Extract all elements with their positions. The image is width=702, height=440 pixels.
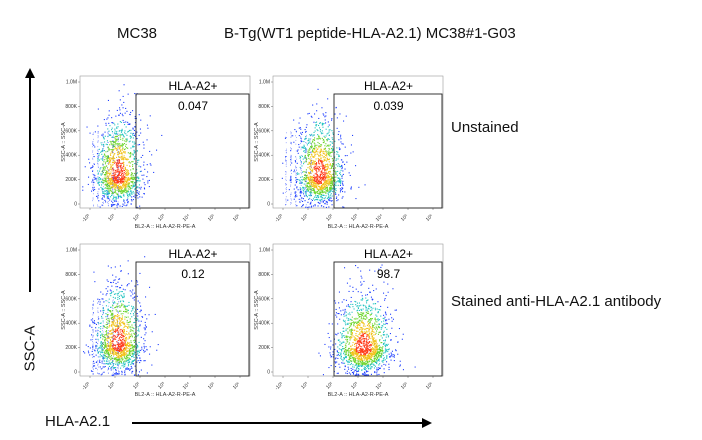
y-tick-label: 600K <box>258 128 270 134</box>
event-cloud <box>83 256 159 377</box>
x-tick-label: 10⁵ <box>400 381 410 391</box>
x-tick-label: 10³ <box>157 381 167 391</box>
flow-plot-svg: 1.0M 800K 600K 400K 200K 0 -10³ 10³ 10² 10³ 10⁴ 10⁵… <box>254 75 444 230</box>
x-tick-label: 10³ <box>300 213 310 223</box>
y-tick-label: 1.0M <box>66 248 77 254</box>
flow-panel: 1.0M 800K 600K 400K 200K 0 -10³ 10³ 10² 10³ 10⁴ 10⁵… <box>253 72 448 232</box>
x-axis-arrow <box>132 418 432 428</box>
flow-panel: 1.0M 800K 600K 400K 200K 0 -10³ 10³ 10² 10³ 10⁴ 10⁵… <box>60 240 255 400</box>
y-tick-label: 200K <box>258 345 270 351</box>
x-tick-label: 10² <box>132 381 142 391</box>
y-tick-label: 0 <box>74 370 77 376</box>
y-tick-label: 600K <box>65 128 77 134</box>
gate-box <box>333 93 443 209</box>
x-tick-label: 10² <box>132 213 142 223</box>
panel-y-label: SSC-A :: SSC-A <box>254 290 260 330</box>
x-tick-label: -10³ <box>81 381 92 392</box>
y-axis-title: SSC-A <box>21 325 39 372</box>
row-label-unstained: Unstained <box>451 119 519 136</box>
x-axis-title: HLA-A2.1 <box>45 413 111 430</box>
x-tick-label: 10³ <box>107 213 117 223</box>
x-tick-label: -10³ <box>274 381 285 392</box>
event-cloud <box>281 88 366 208</box>
column-header-mc38: MC38 <box>117 25 158 42</box>
gate-percent-label: 0.039 <box>373 99 403 113</box>
gate-name-label: HLA-A2+ <box>364 79 413 93</box>
flow-plot-svg: 1.0M 800K 600K 400K 200K 0 -10³ 10³ 10² 10³ 10⁴ 10⁵… <box>61 75 251 230</box>
plot-frame <box>272 75 444 209</box>
flow-panel: 1.0M 800K 600K 400K 200K 0 -10³ 10³ 10² 10³ 10⁴ 10⁵… <box>253 240 448 400</box>
y-tick-label: 200K <box>65 345 77 351</box>
gate-percent-label: 0.12 <box>181 267 205 281</box>
x-tick-label: -10³ <box>81 213 92 224</box>
y-tick-label: 0 <box>74 202 77 208</box>
y-tick-label: 600K <box>65 296 77 302</box>
y-tick-label: 1.0M <box>66 80 77 86</box>
plot-frame <box>79 75 251 209</box>
x-tick-label: 10⁶ <box>232 381 242 391</box>
x-tick-label: 10² <box>325 381 335 391</box>
y-tick-label: 400K <box>65 153 77 159</box>
x-tick-label: 10⁶ <box>232 213 242 223</box>
x-tick-label: 10³ <box>157 213 167 223</box>
y-tick-label: 600K <box>258 296 270 302</box>
flow-plot-svg: 1.0M 800K 600K 400K 200K 0 -10³ 10³ 10² 10³ 10⁴ 10⁵… <box>254 243 444 398</box>
y-tick-label: 0 <box>267 370 270 376</box>
y-tick-label: 800K <box>258 104 270 110</box>
gate-percent-label: 0.047 <box>178 99 208 113</box>
row-label-stained: Stained anti-HLA-A2.1 antibody <box>451 293 662 310</box>
panel-x-label: BL2-A :: HLA-A2-R-PE-A <box>135 392 196 398</box>
y-tick-label: 1.0M <box>259 248 270 254</box>
y-axis-arrow <box>25 68 35 292</box>
x-tick-label: 10³ <box>300 381 310 391</box>
y-tick-label: 400K <box>65 321 77 327</box>
gate-box <box>135 93 250 209</box>
x-tick-label: 10⁶ <box>425 381 435 391</box>
y-tick-label: 800K <box>65 272 77 278</box>
y-tick-label: 400K <box>258 321 270 327</box>
y-tick-label: 0 <box>267 202 270 208</box>
panel-y-label: SSC-A :: SSC-A <box>61 122 67 162</box>
x-tick-label: 10⁴ <box>182 213 192 223</box>
panel-x-label: BL2-A :: HLA-A2-R-PE-A <box>328 224 389 230</box>
x-tick-label: 10² <box>325 213 335 223</box>
panel-y-label: SSC-A :: SSC-A <box>254 122 260 162</box>
x-tick-label: 10⁶ <box>425 213 435 223</box>
gate-box <box>135 261 250 377</box>
x-tick-label: 10³ <box>350 381 360 391</box>
gate-name-label: HLA-A2+ <box>168 247 217 261</box>
flow-plot-svg: 1.0M 800K 600K 400K 200K 0 -10³ 10³ 10² 10³ 10⁴ 10⁵… <box>61 243 251 398</box>
event-cloud <box>318 264 416 377</box>
y-tick-label: 800K <box>258 272 270 278</box>
x-tick-label: 10³ <box>350 213 360 223</box>
x-tick-label: 10⁴ <box>182 381 192 391</box>
gate-percent-label: 98.7 <box>377 267 401 281</box>
x-tick-label: 10⁵ <box>400 213 410 223</box>
event-cloud <box>82 84 163 208</box>
column-header-btg: B-Tg(WT1 peptide-HLA-A2.1) MC38#1-G03 <box>224 25 516 42</box>
panel-x-label: BL2-A :: HLA-A2-R-PE-A <box>135 224 196 230</box>
y-tick-label: 200K <box>258 177 270 183</box>
x-tick-label: -10³ <box>274 213 285 224</box>
gate-box <box>333 261 443 377</box>
x-tick-label: 10⁴ <box>375 213 385 223</box>
plot-frame <box>79 243 251 377</box>
gate-name-label: HLA-A2+ <box>364 247 413 261</box>
x-tick-label: 10⁵ <box>207 381 217 391</box>
gate-name-label: HLA-A2+ <box>168 79 217 93</box>
y-tick-label: 800K <box>65 104 77 110</box>
panel-y-label: SSC-A :: SSC-A <box>61 290 67 330</box>
x-tick-label: 10⁴ <box>375 381 385 391</box>
x-tick-label: 10⁵ <box>207 213 217 223</box>
y-tick-label: 400K <box>258 153 270 159</box>
flow-panel: 1.0M 800K 600K 400K 200K 0 -10³ 10³ 10² 10³ 10⁴ 10⁵… <box>60 72 255 232</box>
x-tick-label: 10³ <box>107 381 117 391</box>
panel-x-label: BL2-A :: HLA-A2-R-PE-A <box>328 392 389 398</box>
y-tick-label: 1.0M <box>259 80 270 86</box>
y-tick-label: 200K <box>65 177 77 183</box>
